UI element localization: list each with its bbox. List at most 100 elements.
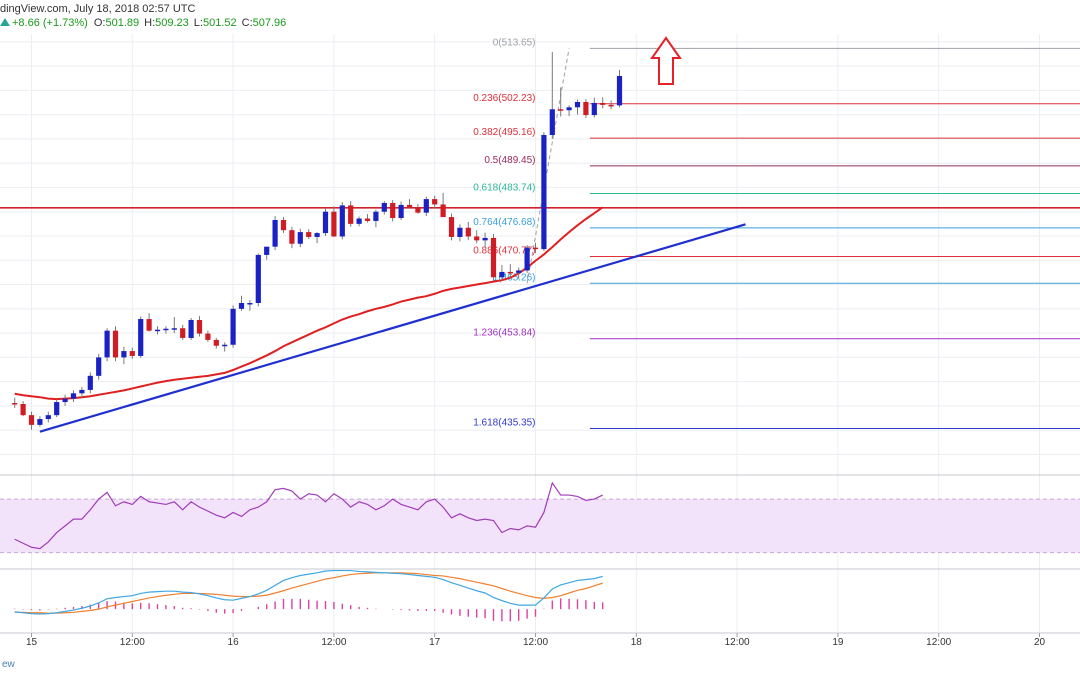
candle-body (457, 227, 463, 237)
macd-indicator (13, 569, 604, 622)
candle-body (574, 101, 581, 108)
candle-body (499, 271, 505, 278)
candle-body (79, 389, 85, 394)
candle-body (96, 357, 102, 376)
moving-average (14, 206, 604, 401)
candle-body (465, 227, 471, 237)
candle-body (297, 232, 303, 244)
ohlc-close-key: C: (241, 17, 253, 29)
fib-level-label: 1.236(453.84) (473, 328, 535, 339)
candle-body (146, 319, 152, 331)
ohlc-open-key: O: (93, 17, 106, 29)
candle-body (171, 328, 177, 330)
time-tick-label: 16 (228, 637, 240, 648)
ohlc-low-value: 501.52 (202, 17, 237, 29)
candle-body (54, 402, 60, 416)
candle-body (432, 199, 438, 205)
ohlc-readout: +8.66 (+1.73%) O:501.89 H:509.23 L:501.52 C:… (0, 17, 291, 29)
candle-body (87, 375, 93, 390)
candle-body (180, 328, 186, 338)
rsi-indicator (14, 481, 603, 550)
fib-level-label: 0.382(495.16) (473, 127, 535, 138)
candle-body (583, 101, 589, 116)
candle-body (104, 330, 110, 358)
time-tick-label: 12:00 (321, 637, 346, 648)
signal-line (14, 572, 603, 614)
candle-body (28, 415, 35, 425)
candle-body (415, 207, 421, 213)
candle-body (423, 199, 429, 213)
up-arrow-shape (650, 36, 682, 85)
candle-body (163, 328, 169, 331)
candle-body (238, 302, 245, 309)
rsi-line (14, 481, 603, 550)
candle-body (600, 102, 606, 105)
candle-body (314, 233, 320, 237)
time-tick-label: 18 (631, 637, 643, 648)
time-tick-label: 12:00 (120, 637, 145, 648)
candle-body (616, 75, 623, 106)
fib-level-label: 0.5(489.45) (484, 155, 535, 166)
fib-level-label: 0.236(502.23) (473, 93, 535, 104)
candle-body (406, 204, 413, 208)
candle-body (482, 237, 488, 241)
candle-body (390, 202, 396, 219)
candle-body (398, 204, 404, 219)
up-triangle-icon (0, 18, 10, 26)
candle-body (247, 302, 253, 305)
candle-body (474, 236, 480, 241)
moving-average-line (14, 206, 604, 401)
fib-anchor-line (526, 48, 570, 284)
candle-body (280, 219, 287, 231)
candle-body (112, 330, 119, 358)
fib-level-label: 0.886(470.77) (473, 246, 535, 257)
candle-body (339, 205, 345, 237)
time-tick-label: 12:00 (523, 637, 548, 648)
candle-body (348, 205, 354, 224)
bottom-link-text[interactable]: ew (2, 659, 15, 670)
fib-level-label: 1.618(435.35) (473, 418, 535, 429)
time-tick-label: 17 (429, 637, 441, 648)
candle-body (549, 109, 555, 135)
rsi-band (0, 498, 1080, 554)
candle-body (490, 237, 497, 278)
ohlc-high-value: 509.23 (155, 17, 189, 29)
candle-body (213, 339, 219, 346)
fibonacci-levels: 0(513.65) 0.236(502.23) 0.382(495.16) 0.5(4… (473, 37, 1080, 430)
macd-line (14, 569, 603, 615)
fib-level-label: 0.618(483.74) (473, 183, 535, 194)
ohlc-low-key: L: (193, 17, 203, 29)
candle-body (154, 329, 161, 332)
candle-body (272, 219, 278, 247)
change-value: +8.66 (+1.73%) (12, 17, 88, 29)
fib-level-label: 0(513.65) (493, 37, 536, 48)
candle-body (331, 211, 337, 237)
candle-body (356, 218, 362, 224)
ohlc-close-value: 507.96 (252, 17, 287, 29)
candle-body (381, 202, 387, 212)
candle-body (440, 204, 446, 218)
candle-body (541, 134, 547, 250)
candle-body (188, 319, 194, 338)
up-arrow-icon (650, 36, 682, 85)
time-tick-label: 12:00 (725, 637, 750, 648)
candle-body (306, 232, 312, 237)
candle-body (591, 102, 597, 116)
candle-body (205, 333, 211, 340)
chart-source-text: dingView.com, July 18, 2018 02:57 UTC (0, 3, 196, 15)
time-tick-label: 15 (26, 637, 38, 648)
fib-level-label: 0.764(476.68) (473, 217, 535, 228)
rsi-band-fill (0, 499, 1080, 553)
time-tick-label: 19 (832, 637, 844, 648)
candle-body (448, 217, 455, 237)
candle-body (364, 218, 371, 221)
candle-body (45, 415, 51, 420)
fib-level-label: 1(465.26) (493, 272, 536, 283)
ohlc-high-key: H: (144, 17, 156, 29)
pane-dividers (0, 474, 1080, 634)
candle-body (37, 419, 43, 425)
candle-body (532, 247, 539, 250)
candle-body (70, 393, 77, 399)
time-axis: 15 12:00 16 12:00 17 12:00 18 12:00 19 12:00 20 (26, 633, 1045, 648)
